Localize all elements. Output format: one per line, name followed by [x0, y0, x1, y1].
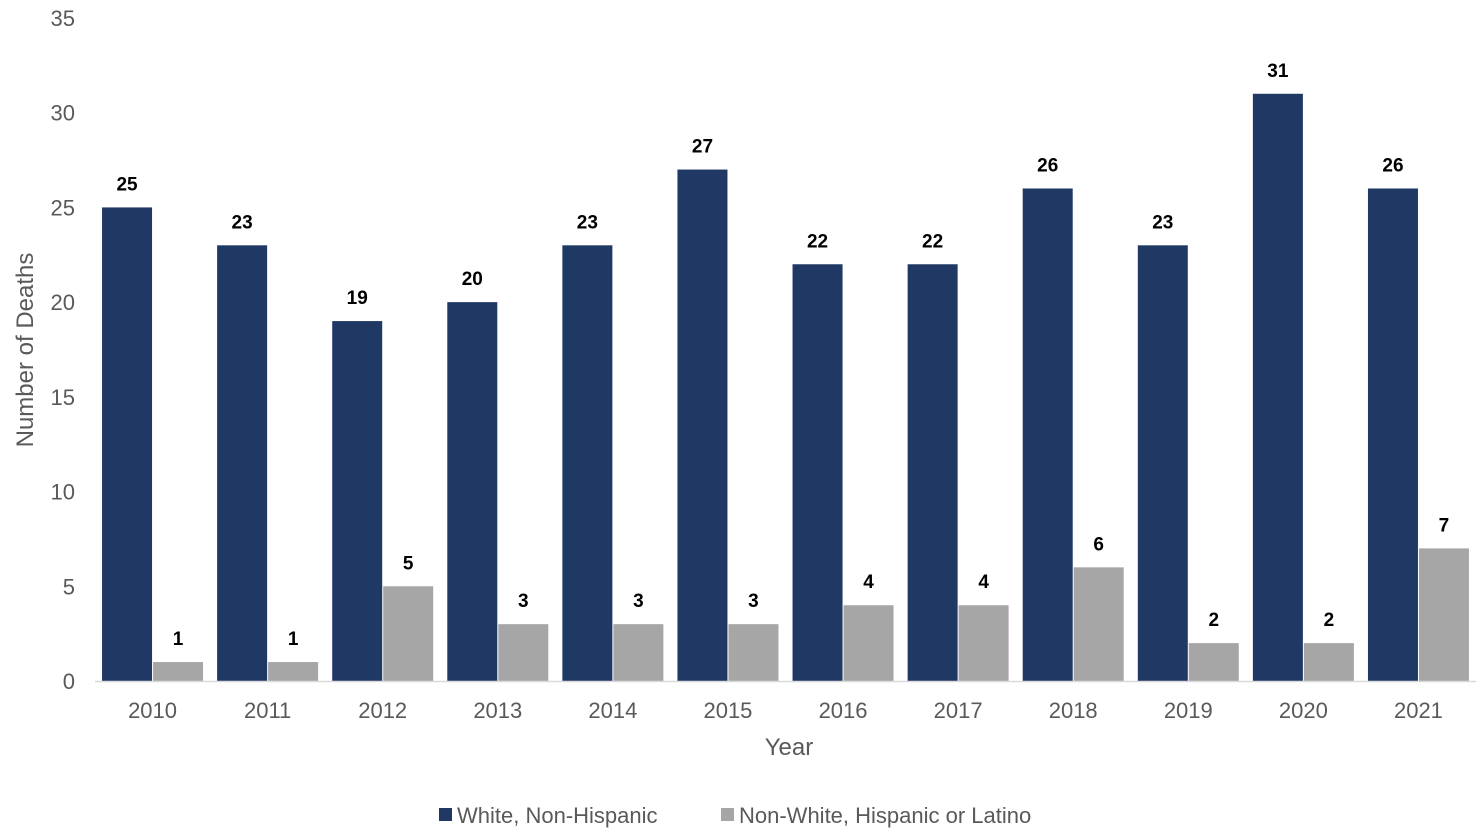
bar-white-non-hispanic: [1137, 245, 1188, 682]
y-tick-label: 0: [63, 669, 75, 694]
y-tick-label: 5: [63, 574, 75, 599]
x-tick-label: 2021: [1394, 698, 1443, 723]
legend: White, Non-Hispanic Non-White, Hispanic o…: [439, 803, 1031, 828]
bar-white-non-hispanic: [1367, 188, 1418, 681]
bar-non-white-hispanic-or-latino: [498, 624, 549, 681]
x-tick-label: 2012: [358, 698, 407, 723]
legend-swatch: [439, 808, 452, 821]
y-axis-ticks: 0 5 10 15 20 25 30 35: [51, 6, 75, 694]
data-label: 5: [403, 553, 414, 574]
bar-non-white-hispanic-or-latino: [728, 624, 779, 681]
data-label: 27: [692, 137, 713, 158]
bar-white-non-hispanic: [217, 245, 268, 682]
x-tick-label: 2014: [588, 698, 637, 723]
bar-non-white-hispanic-or-latino: [383, 586, 434, 681]
y-tick-label: 35: [51, 6, 75, 31]
data-label: 22: [922, 231, 943, 252]
x-tick-label: 2010: [128, 698, 177, 723]
y-tick-label: 25: [51, 195, 75, 220]
bar-white-non-hispanic: [447, 302, 498, 681]
data-label: 23: [577, 212, 598, 233]
bar-non-white-hispanic-or-latino: [958, 605, 1009, 681]
bars: [102, 93, 1469, 682]
bar-non-white-hispanic-or-latino: [268, 662, 319, 681]
legend-swatch: [721, 808, 734, 821]
bar-non-white-hispanic-or-latino: [1418, 548, 1469, 681]
data-label: 23: [232, 212, 253, 233]
x-tick-label: 2019: [1164, 698, 1213, 723]
data-label: 26: [1382, 155, 1403, 176]
data-label: 3: [633, 591, 644, 612]
bar-non-white-hispanic-or-latino: [1188, 643, 1239, 681]
bar-white-non-hispanic: [1252, 93, 1303, 682]
bar-non-white-hispanic-or-latino: [613, 624, 664, 681]
legend-label: White, Non-Hispanic: [457, 803, 658, 828]
x-tick-label: 2018: [1049, 698, 1098, 723]
bar-non-white-hispanic-or-latino: [1303, 643, 1354, 681]
bar-white-non-hispanic: [1022, 188, 1073, 681]
x-axis-title: Year: [765, 734, 814, 761]
data-label: 2: [1324, 610, 1335, 631]
y-tick-label: 10: [51, 480, 75, 505]
data-label: 3: [518, 591, 529, 612]
x-tick-label: 2013: [473, 698, 522, 723]
bar-white-non-hispanic: [792, 264, 843, 681]
data-label: 1: [288, 629, 299, 650]
data-label: 19: [347, 288, 368, 309]
bar-non-white-hispanic-or-latino: [153, 662, 204, 681]
data-label: 2: [1209, 610, 1220, 631]
data-label: 4: [978, 572, 989, 593]
x-tick-label: 2011: [244, 698, 291, 723]
x-tick-label: 2020: [1279, 698, 1328, 723]
bar-white-non-hispanic: [677, 169, 728, 682]
x-axis-ticks: 2010 2011 2012 2013 2014 2015 2016 2017 2018 2019…: [128, 698, 1443, 723]
y-tick-label: 30: [51, 101, 75, 126]
data-label: 26: [1037, 155, 1058, 176]
data-label: 20: [462, 269, 483, 290]
data-label: 4: [863, 572, 874, 593]
y-axis-title: Number of Deaths: [12, 253, 39, 448]
bar-white-non-hispanic: [102, 207, 153, 681]
data-label: 25: [116, 174, 138, 195]
bar-white-non-hispanic: [332, 321, 383, 681]
legend-label: Non-White, Hispanic or Latino: [739, 803, 1031, 828]
data-label: 1: [173, 629, 184, 650]
x-tick-label: 2015: [703, 698, 752, 723]
bar-non-white-hispanic-or-latino: [1073, 567, 1124, 681]
y-tick-label: 20: [51, 290, 75, 315]
data-label: 7: [1439, 515, 1450, 536]
data-label: 6: [1093, 534, 1104, 555]
x-tick-label: 2016: [819, 698, 868, 723]
bar-non-white-hispanic-or-latino: [843, 605, 894, 681]
y-tick-label: 15: [51, 385, 75, 410]
data-label: 23: [1152, 212, 1173, 233]
bar-white-non-hispanic: [562, 245, 613, 682]
data-label: 22: [807, 231, 828, 252]
x-tick-label: 2017: [934, 698, 983, 723]
data-label: 31: [1267, 61, 1289, 82]
bar-white-non-hispanic: [907, 264, 958, 681]
data-label: 3: [748, 591, 759, 612]
